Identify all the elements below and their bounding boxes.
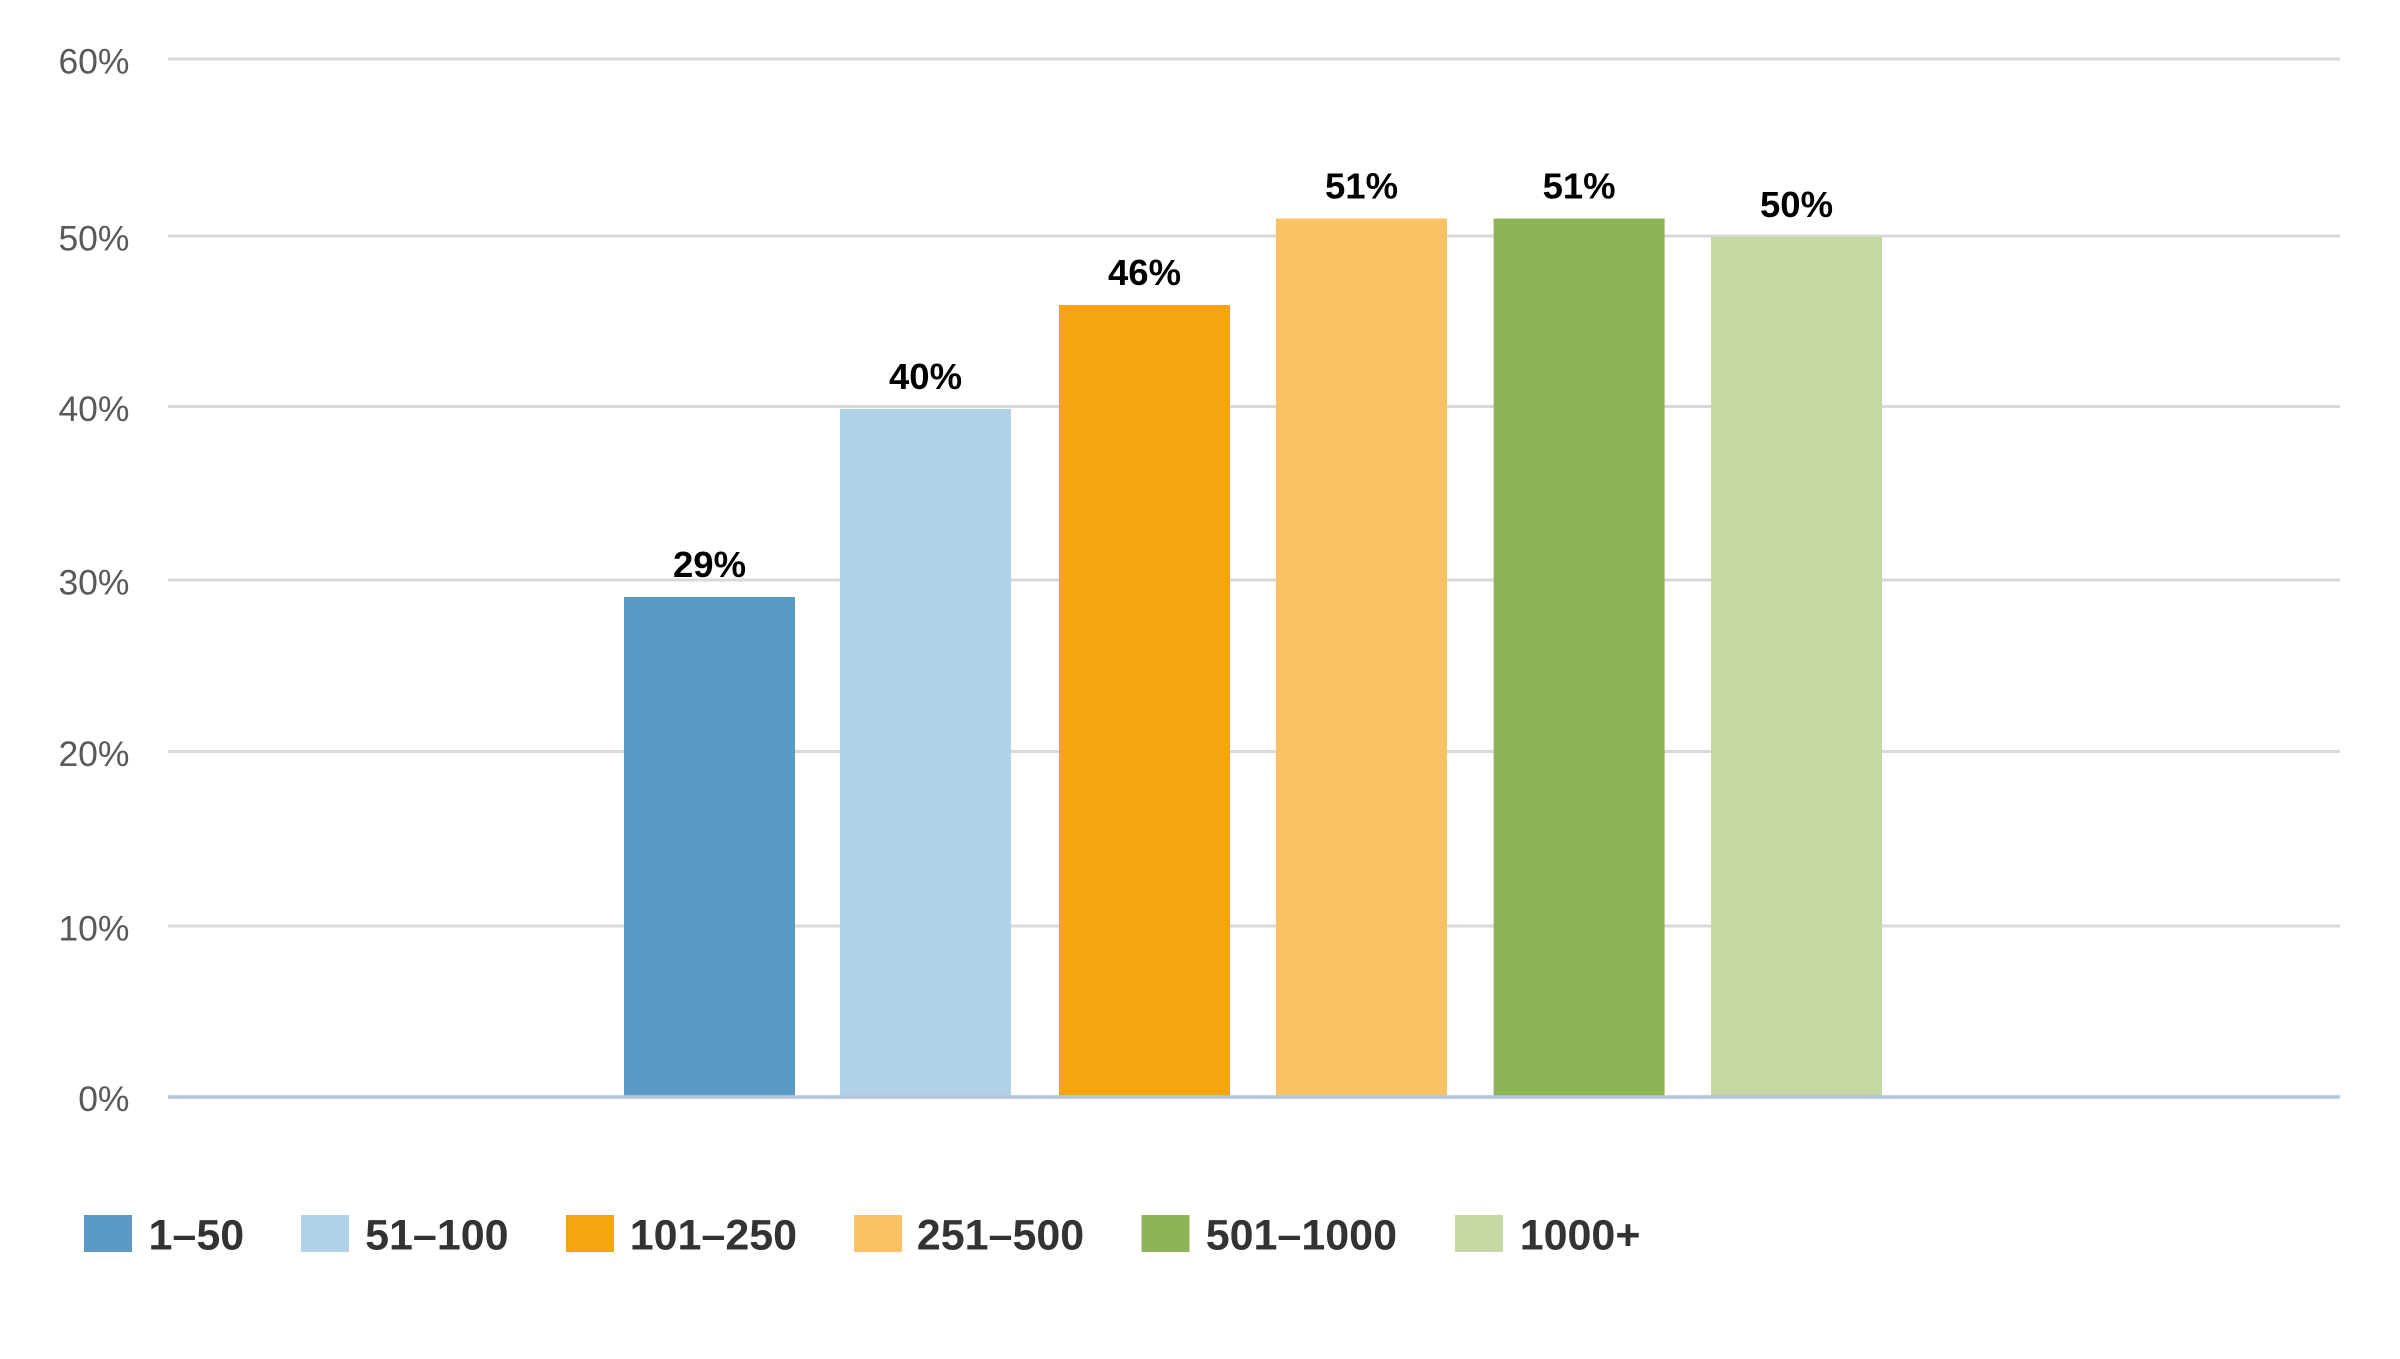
svg-text:251–500: 251–500 — [917, 1212, 1084, 1260]
svg-text:30%: 30% — [58, 563, 129, 603]
svg-text:1000+: 1000+ — [1520, 1212, 1641, 1260]
svg-text:50%: 50% — [1760, 184, 1833, 225]
svg-text:51%: 51% — [1543, 166, 1616, 207]
svg-text:501–1000: 501–1000 — [1206, 1212, 1397, 1260]
svg-text:40%: 40% — [889, 356, 962, 397]
svg-text:51–100: 51–100 — [365, 1212, 509, 1260]
svg-text:20%: 20% — [58, 734, 129, 774]
svg-text:51%: 51% — [1325, 166, 1398, 207]
svg-text:29%: 29% — [673, 544, 746, 585]
svg-text:10%: 10% — [58, 909, 129, 949]
svg-text:50%: 50% — [58, 219, 129, 259]
svg-text:46%: 46% — [1108, 252, 1181, 293]
svg-text:1–50: 1–50 — [149, 1212, 245, 1260]
svg-text:60%: 60% — [58, 42, 129, 82]
svg-text:0%: 0% — [78, 1079, 129, 1119]
svg-text:101–250: 101–250 — [630, 1212, 797, 1260]
svg-text:40%: 40% — [58, 389, 129, 429]
